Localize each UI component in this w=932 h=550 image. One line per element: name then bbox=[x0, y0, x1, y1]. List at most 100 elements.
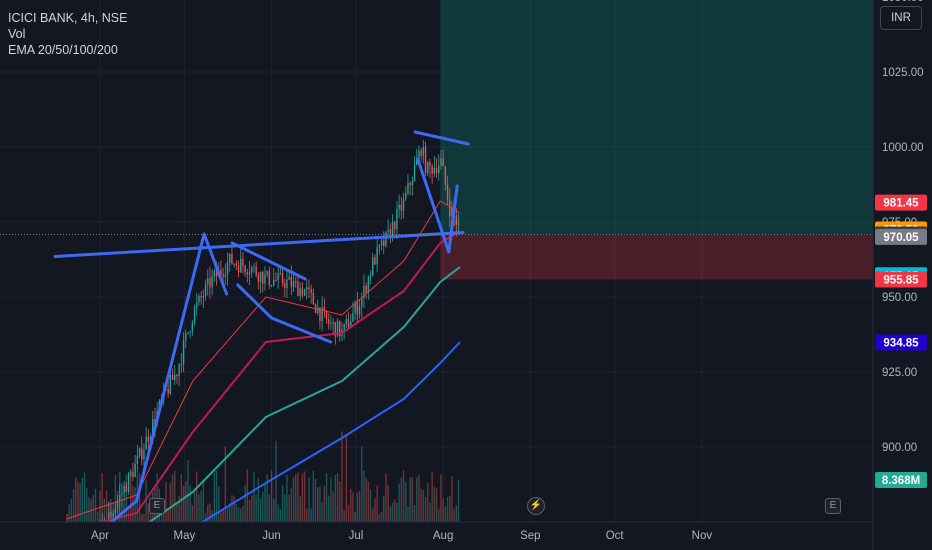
candle-body bbox=[438, 165, 440, 174]
volume-bar bbox=[222, 509, 224, 522]
y-tick-label: 1025.00 bbox=[882, 67, 924, 79]
candle-body bbox=[334, 322, 337, 337]
long-position-stop-zone bbox=[440, 234, 873, 280]
candle-body bbox=[413, 165, 416, 181]
candle-body bbox=[176, 374, 178, 377]
volume-bar bbox=[323, 485, 326, 522]
candle-body bbox=[207, 278, 209, 285]
candle-body bbox=[121, 493, 123, 495]
earnings-marker-icon[interactable]: E bbox=[149, 498, 165, 514]
volume-bar bbox=[99, 491, 101, 522]
candle-body bbox=[220, 269, 222, 275]
volume-bar bbox=[233, 496, 235, 522]
price-tag bbox=[875, 472, 927, 488]
candle-body bbox=[154, 419, 156, 425]
candle-body bbox=[394, 221, 396, 230]
candle-body bbox=[279, 273, 282, 275]
candle-body bbox=[248, 272, 251, 275]
volume-bar bbox=[378, 513, 381, 522]
legend-volume[interactable]: Vol bbox=[8, 27, 26, 41]
candle-body bbox=[284, 283, 286, 289]
candle-body bbox=[229, 253, 231, 263]
candle-body bbox=[141, 448, 143, 460]
volume-bar bbox=[396, 502, 398, 522]
candle-body bbox=[449, 199, 451, 217]
volume-bar bbox=[145, 480, 147, 522]
volume-bar bbox=[446, 497, 449, 522]
volume-bar bbox=[207, 504, 209, 522]
volume-bar bbox=[75, 477, 77, 522]
trendline-drawing-4 bbox=[236, 283, 333, 344]
candle-body bbox=[312, 292, 315, 305]
candle-body bbox=[336, 320, 339, 337]
y-tick-label: 925.00 bbox=[882, 367, 917, 379]
candle-body bbox=[253, 266, 255, 268]
price-tag bbox=[875, 334, 927, 351]
legend-ema[interactable]: EMA 20/50/100/200 bbox=[8, 43, 118, 57]
candle-body bbox=[400, 204, 403, 211]
candle-body bbox=[325, 310, 328, 320]
volume-bar bbox=[218, 486, 220, 522]
candle-body bbox=[451, 207, 453, 217]
volume-bar bbox=[442, 498, 444, 522]
volume-bar bbox=[209, 503, 211, 522]
volume-bar bbox=[290, 487, 293, 522]
volume-bar bbox=[275, 440, 277, 522]
volume-bar bbox=[180, 474, 183, 522]
volume-bar bbox=[229, 503, 231, 522]
candle-body bbox=[213, 270, 216, 277]
candle-body bbox=[308, 287, 310, 290]
candle-body bbox=[424, 146, 427, 174]
volume-bar bbox=[336, 473, 339, 522]
volume-bar bbox=[178, 496, 180, 522]
candle-body bbox=[180, 363, 183, 365]
volume-bar bbox=[427, 482, 429, 522]
candle-body bbox=[446, 184, 449, 200]
candle-body bbox=[418, 150, 420, 159]
volume-bar bbox=[242, 506, 244, 522]
volume-bar bbox=[268, 494, 271, 522]
candle-body bbox=[374, 257, 376, 265]
x-tick-label: Jul bbox=[349, 530, 364, 542]
volume-bar bbox=[422, 489, 425, 522]
candle-body bbox=[297, 281, 299, 297]
candle-body bbox=[385, 231, 387, 246]
candle-body bbox=[303, 289, 306, 296]
candle-body bbox=[145, 436, 147, 450]
price-tag-label: 981.45 bbox=[883, 198, 919, 210]
candle-body bbox=[290, 276, 293, 288]
price-tag bbox=[875, 228, 927, 245]
volume-bar bbox=[369, 489, 372, 522]
candle-body bbox=[275, 279, 277, 281]
volume-bar bbox=[147, 503, 150, 522]
candle-body bbox=[391, 221, 394, 239]
candle-body bbox=[185, 333, 187, 341]
volume-bar bbox=[270, 470, 273, 522]
volume-bar bbox=[435, 488, 438, 522]
volume-bar bbox=[165, 481, 167, 522]
volume-bar bbox=[246, 469, 249, 522]
candle-body bbox=[433, 167, 436, 174]
candle-body bbox=[405, 193, 407, 199]
dividend-bolt-icon[interactable]: ⚡ bbox=[527, 497, 545, 515]
volume-bar bbox=[77, 482, 79, 522]
candle-body bbox=[215, 270, 218, 277]
volume-bar bbox=[130, 470, 132, 522]
volume-bar bbox=[101, 473, 103, 522]
legend-symbol[interactable]: ICICI BANK, 4h, NSE bbox=[8, 11, 128, 25]
candle-body bbox=[268, 271, 271, 286]
volume-bar bbox=[444, 507, 447, 522]
volume-bar bbox=[185, 481, 187, 522]
volume-bar bbox=[402, 470, 405, 522]
candle-body bbox=[319, 307, 321, 322]
volume-bar bbox=[257, 477, 260, 522]
volume-bar bbox=[413, 505, 416, 522]
earnings-marker-icon-upcoming[interactable]: E bbox=[825, 498, 841, 514]
currency-button[interactable]: INR bbox=[880, 6, 922, 30]
volume-bar bbox=[367, 481, 370, 522]
volume-bar bbox=[317, 487, 319, 522]
candle-body bbox=[431, 166, 433, 174]
volume-bar bbox=[299, 496, 301, 522]
volume-bar bbox=[451, 476, 453, 522]
